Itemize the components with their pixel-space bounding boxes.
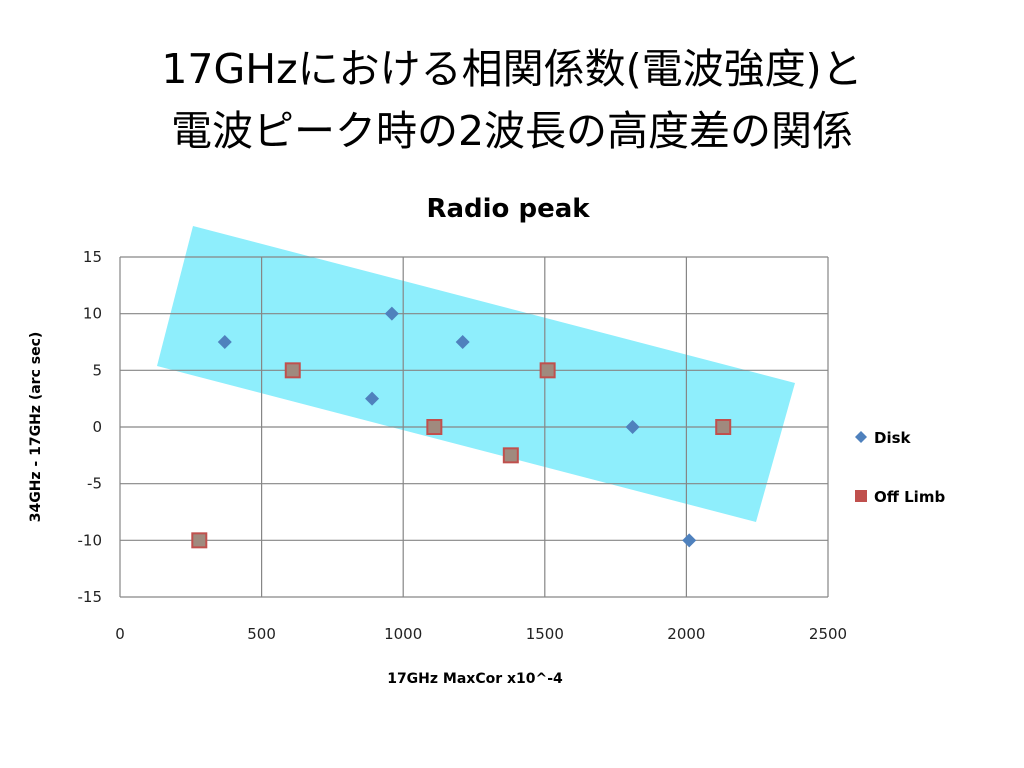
- x-tick-label: 2000: [667, 625, 705, 643]
- y-axis-ticks: 15 10 5 0 -5 -10 -15: [78, 248, 103, 606]
- disk-point: [217, 335, 232, 349]
- chart-title: Radio peak: [426, 194, 590, 224]
- y-tick-label: 5: [92, 361, 102, 379]
- disk-point: [455, 335, 470, 349]
- x-axis-title: 17GHz MaxCor x10^-4: [387, 671, 563, 687]
- off-limb-point: [717, 421, 730, 433]
- legend: Disk Off Limb: [855, 429, 945, 506]
- y-tick-label: 10: [83, 305, 102, 323]
- legend-marker-disk: [855, 431, 867, 443]
- x-tick-label: 2500: [809, 625, 847, 643]
- x-tick-label: 1500: [526, 625, 564, 643]
- off-limb-point: [428, 421, 441, 433]
- disk-point: [625, 420, 640, 434]
- data-points: [191, 306, 732, 549]
- x-tick-label: 0: [115, 625, 125, 643]
- off-limb-point: [193, 534, 206, 547]
- disk-point: [384, 306, 399, 321]
- legend-marker-off-limb: [855, 490, 867, 502]
- plot-grid: [119, 256, 829, 598]
- legend-label: Off Limb: [874, 488, 945, 506]
- x-axis-ticks: 0 500 1000 1500 2000 2500: [115, 625, 847, 643]
- off-limb-point: [541, 364, 554, 377]
- y-tick-label: 0: [92, 418, 102, 436]
- y-tick-label: 15: [83, 248, 102, 266]
- slide-title-line-2: 電波ピーク時の2波長の高度差の関係: [170, 107, 854, 155]
- off-limb-point: [286, 364, 299, 377]
- x-tick-label: 500: [247, 625, 276, 643]
- slide-title: 17GHzにおける相関係数(電波強度)と 電波ピーク時の2波長の高度差の関係: [0, 38, 1024, 162]
- y-axis-title: 34GHz - 17GHz (arc sec): [28, 332, 44, 523]
- legend-label: Disk: [874, 429, 912, 447]
- y-tick-label: -10: [78, 531, 103, 549]
- y-tick-label: -15: [78, 588, 103, 606]
- off-limb-point: [504, 449, 517, 462]
- x-tick-label: 1000: [384, 625, 422, 643]
- disk-point: [365, 391, 380, 406]
- disk-point: [682, 533, 697, 548]
- highlight-band: [157, 226, 795, 522]
- y-tick-label: -5: [87, 475, 102, 493]
- slide-title-line-1: 17GHzにおける相関係数(電波強度)と: [161, 45, 863, 93]
